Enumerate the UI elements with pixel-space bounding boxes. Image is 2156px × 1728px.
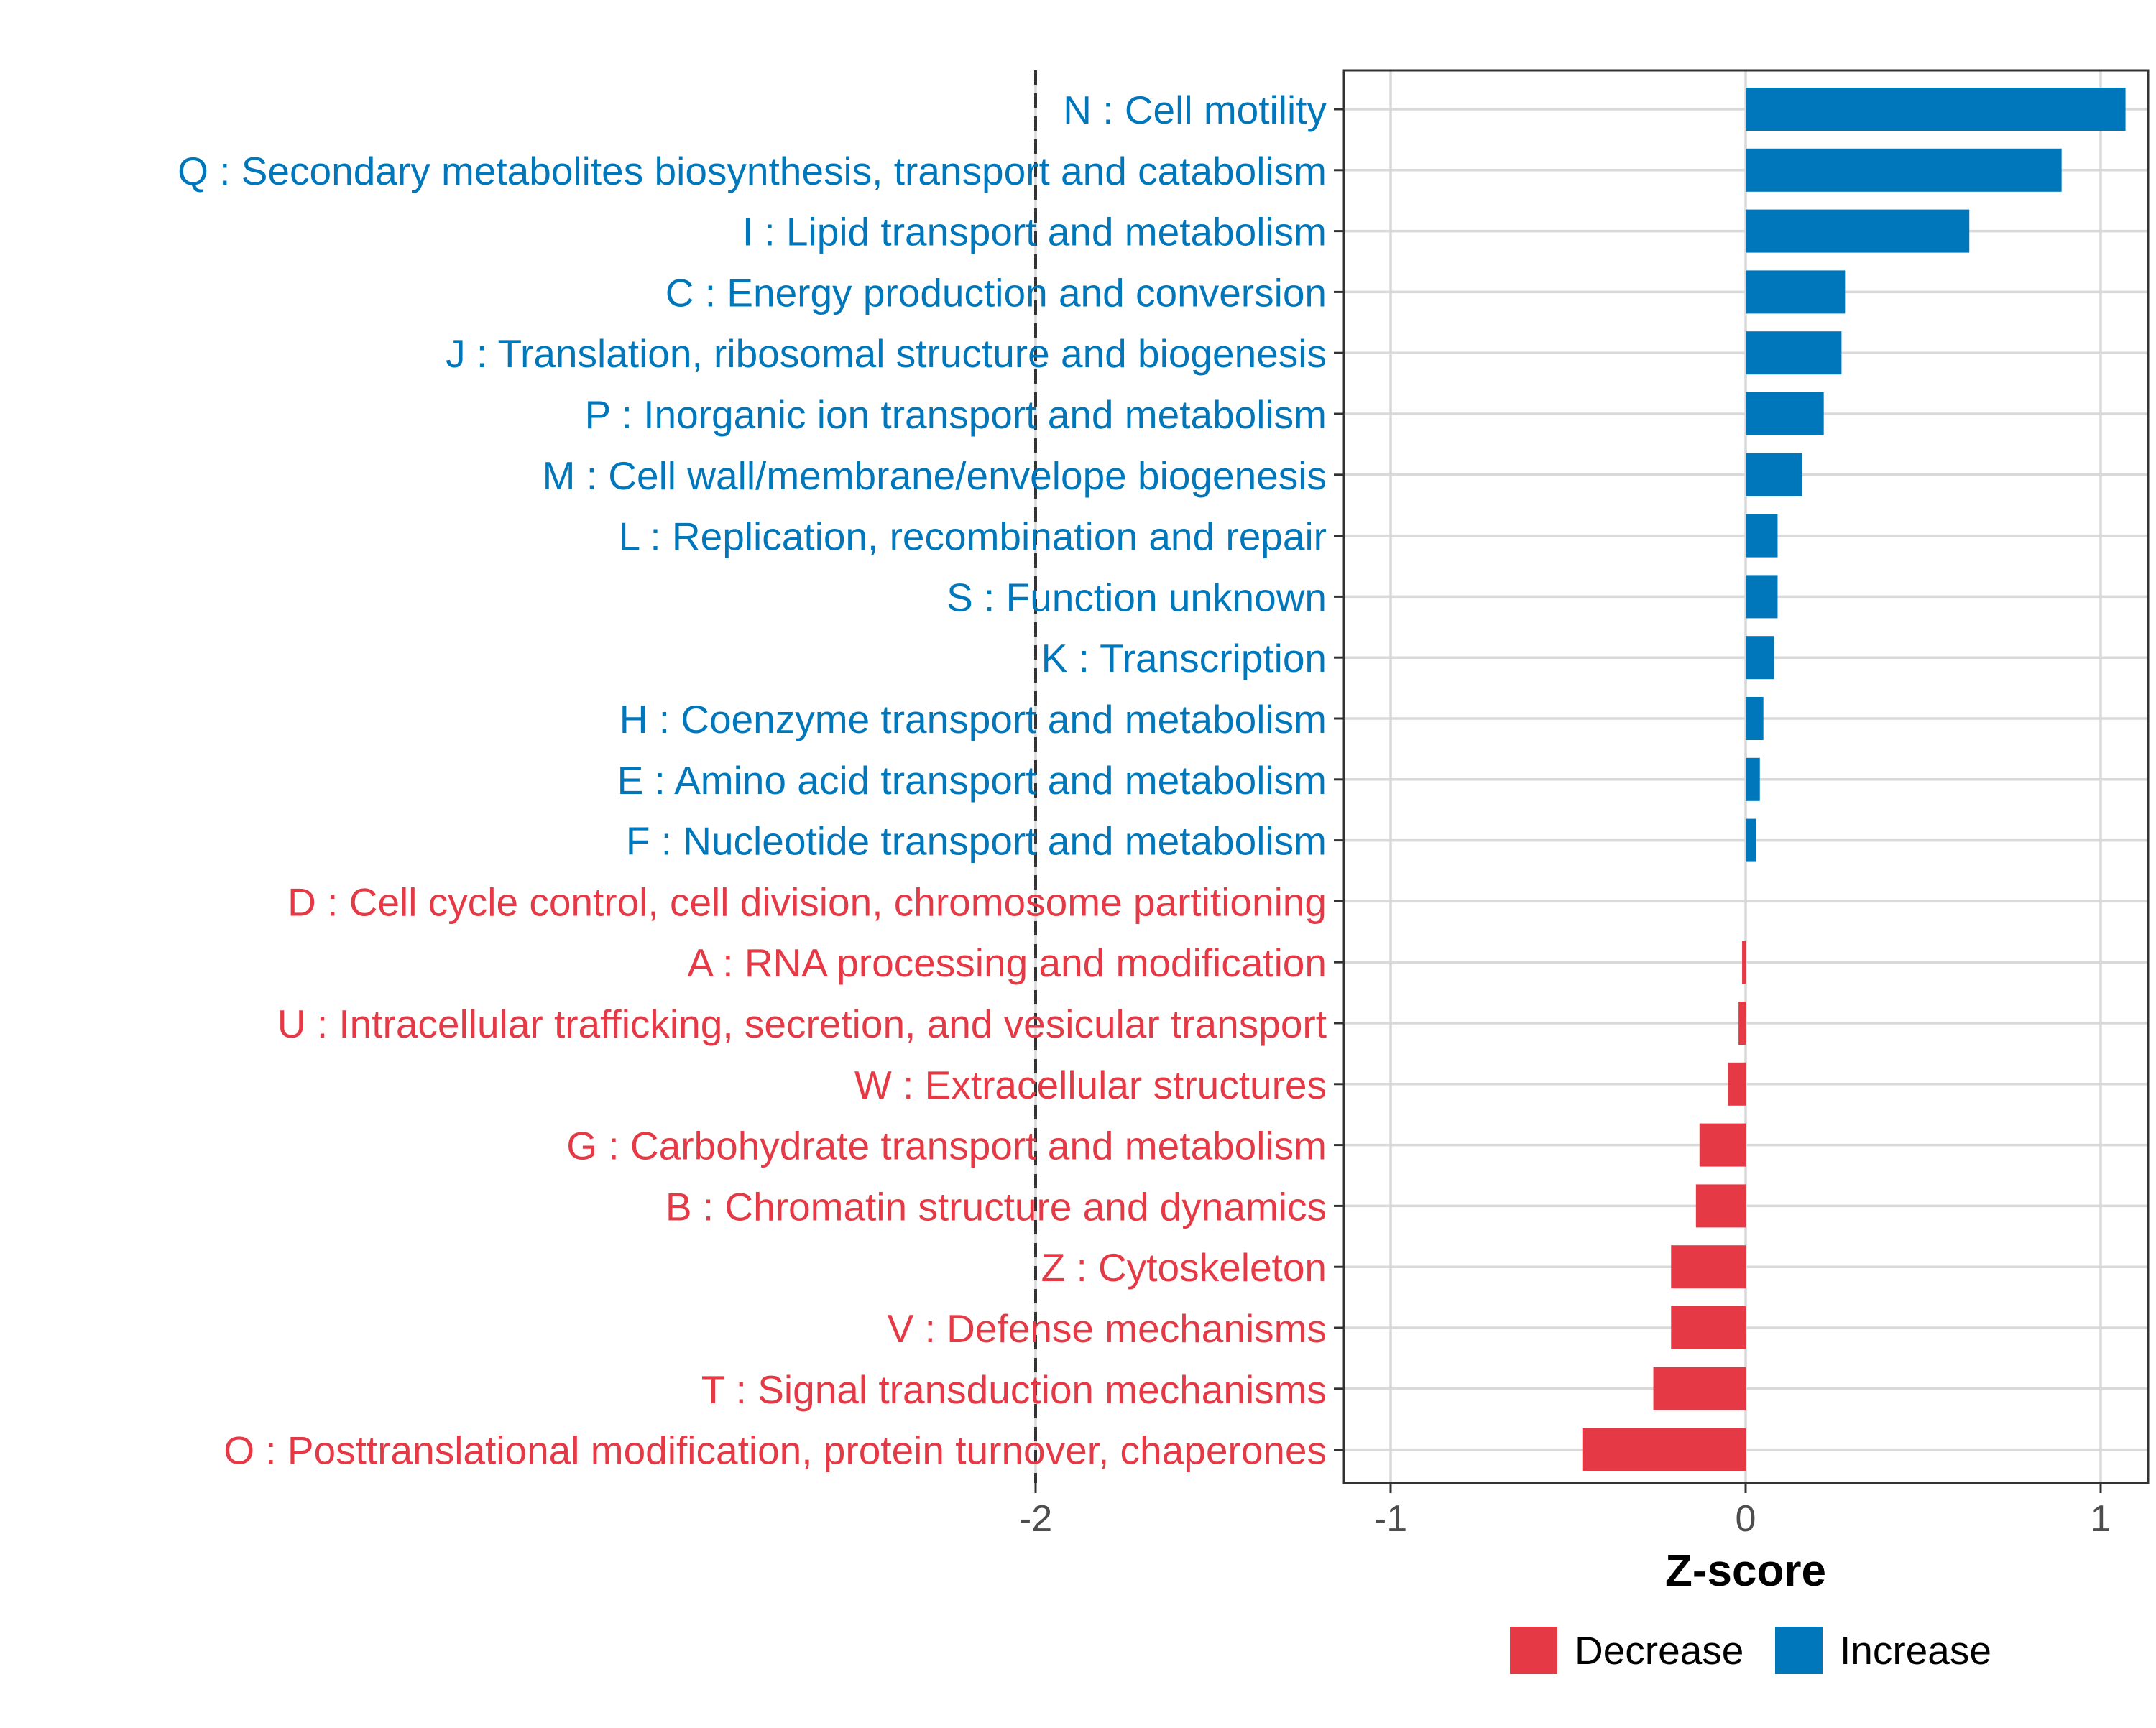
reference-line-layer bbox=[1034, 70, 1037, 1483]
bar-g bbox=[1699, 1123, 1746, 1167]
y-tick-label: L : Replication, recombination and repai… bbox=[619, 514, 1327, 559]
y-tick-label: S : Function unknown bbox=[946, 575, 1327, 619]
x-axis: -2-1012 bbox=[1019, 1483, 2111, 1540]
bar-t bbox=[1653, 1367, 1746, 1410]
y-tick-label: Q : Secondary metabolites biosynthesis, … bbox=[178, 149, 1327, 193]
y-tick-label: E : Amino acid transport and metabolism bbox=[617, 758, 1327, 803]
y-tick-label: V : Defense mechanisms bbox=[888, 1306, 1327, 1351]
legend: Decrease Increase bbox=[1510, 1627, 1991, 1674]
x-axis-title: Z-score bbox=[1665, 1546, 1826, 1596]
bar-w bbox=[1728, 1062, 1746, 1106]
y-tick-label: Z : Cytoskeleton bbox=[1041, 1245, 1327, 1290]
bar-i bbox=[1746, 209, 1970, 253]
bar-b bbox=[1695, 1184, 1746, 1228]
bar-e bbox=[1746, 757, 1760, 801]
y-tick-label: M : Cell wall/membrane/envelope biogenes… bbox=[543, 453, 1327, 498]
x-tick-label: -2 bbox=[1019, 1498, 1052, 1540]
y-tick-label: A : RNA processing and modification bbox=[687, 941, 1327, 985]
bar-j bbox=[1746, 331, 1842, 375]
y-tick-label: P : Inorganic ion transport and metaboli… bbox=[585, 392, 1327, 437]
bar-k bbox=[1746, 636, 1774, 680]
bar-q bbox=[1746, 148, 2062, 192]
bar-a bbox=[1742, 941, 1746, 984]
bar-p bbox=[1746, 392, 1824, 435]
y-tick-label: C : Energy production and conversion bbox=[665, 270, 1327, 315]
bar-c bbox=[1746, 270, 1846, 314]
bar-n bbox=[1746, 88, 2126, 131]
legend-label-decrease: Decrease bbox=[1575, 1628, 1743, 1673]
legend-swatch-decrease bbox=[1510, 1627, 1557, 1674]
y-tick-label: B : Chromatin structure and dynamics bbox=[665, 1184, 1327, 1229]
x-tick-label: 0 bbox=[1736, 1498, 1756, 1540]
y-tick-label: F : Nucleotide transport and metabolism bbox=[626, 819, 1327, 864]
bar-f bbox=[1746, 818, 1756, 862]
bar-o bbox=[1582, 1428, 1746, 1471]
bar-s bbox=[1746, 575, 1778, 619]
bar-v bbox=[1671, 1306, 1746, 1349]
x-tick-label: -1 bbox=[1374, 1498, 1407, 1540]
legend-swatch-increase bbox=[1775, 1627, 1823, 1674]
bar-m bbox=[1746, 453, 1803, 496]
y-tick-label: H : Coenzyme transport and metabolism bbox=[619, 697, 1327, 741]
bar-h bbox=[1746, 697, 1764, 740]
x-tick-label: 1 bbox=[2091, 1498, 2111, 1540]
bar-layer bbox=[1582, 88, 2126, 1471]
y-tick-label: U : Intracellular trafficking, secretion… bbox=[277, 1002, 1327, 1046]
bar-u bbox=[1738, 1002, 1746, 1045]
y-tick-label: K : Transcription bbox=[1041, 636, 1327, 680]
y-tick-label: W : Extracellular structures bbox=[854, 1063, 1327, 1107]
y-tick-label: N : Cell motility bbox=[1063, 88, 1327, 132]
y-tick-label: D : Cell cycle control, cell division, c… bbox=[287, 879, 1327, 924]
y-tick-label: I : Lipid transport and metabolism bbox=[742, 210, 1327, 254]
y-tick-label: O : Posttranslational modification, prot… bbox=[224, 1428, 1327, 1473]
y-tick-label: T : Signal transduction mechanisms bbox=[701, 1367, 1327, 1412]
bar-z bbox=[1671, 1245, 1746, 1289]
bar-l bbox=[1746, 514, 1778, 558]
y-axis: N : Cell motility Q : Secondary metabolit… bbox=[178, 88, 1344, 1473]
y-tick-label: G : Carbohydrate transport and metabolis… bbox=[566, 1124, 1327, 1168]
legend-label-increase: Increase bbox=[1840, 1628, 1991, 1673]
y-tick-label: J : Translation, ribosomal structure and… bbox=[446, 331, 1327, 376]
